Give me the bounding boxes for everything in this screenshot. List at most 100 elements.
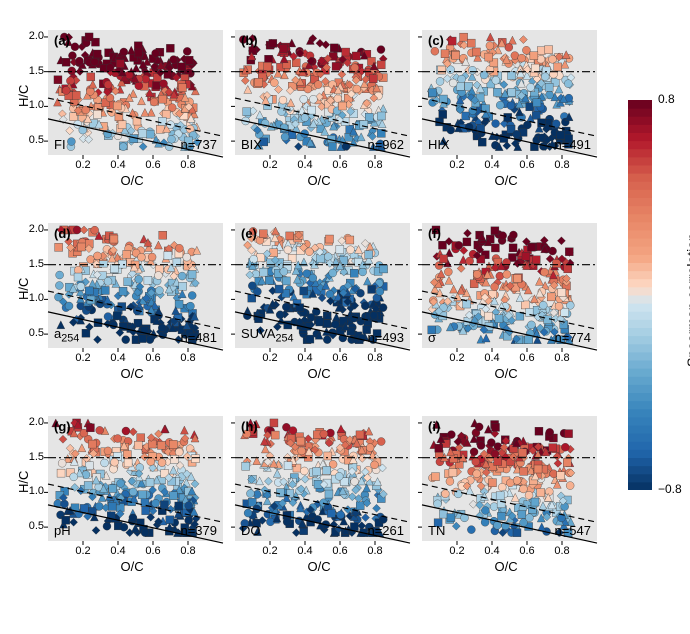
plot-area: 0.20.40.60.8(b)BIXn=962O/C [235,30,410,155]
scatter-panel: 0.20.40.60.8(i)TNn=547O/C [422,416,597,541]
x-tick-label: 0.2 [447,545,467,557]
y-axis-label: H/C [16,84,31,106]
x-tick-label: 0.8 [178,545,198,557]
y-tick-label: 2.0 [18,416,44,428]
x-axis-label: O/C [121,366,144,381]
y-tick-label: 1.5 [18,258,44,270]
x-tick-label: 0.2 [447,159,467,171]
panel-letter: (c) [428,33,444,48]
scatter-panel: 0.20.40.60.80.51.01.52.0(a)FIn=737O/CH/C [48,30,223,155]
y-tick-label: 0.5 [18,134,44,146]
panel-n-label: n=962 [367,137,404,152]
colorbar-max-label: 0.8 [658,92,675,106]
panel-n-label: n=261 [367,523,404,538]
plot-area: 0.20.40.60.8(h)DOn=261O/C [235,416,410,541]
x-tick-label: 0.2 [73,159,93,171]
x-axis-label: O/C [495,366,518,381]
x-axis-label: O/C [308,366,331,381]
panel-n-label: n=491 [554,137,591,152]
x-tick-label: 0.6 [330,159,350,171]
panel-n-label: n=481 [180,330,217,345]
x-tick-label: 0.8 [552,545,572,557]
plot-area: 0.20.40.60.80.51.01.52.0(g)pHn=379O/CH/C [48,416,223,541]
panel-variable-label: SUVA254 [241,326,294,345]
panel-letter: (f) [428,226,441,241]
panel-variable-label: a254 [54,326,79,345]
x-axis-label: O/C [121,173,144,188]
panel-letter: (e) [241,226,257,241]
scatter-panel: 0.20.40.60.80.51.01.52.0(g)pHn=379O/CH/C [48,416,223,541]
panel-n-label: n=493 [367,330,404,345]
y-axis-label: H/C [16,470,31,492]
x-tick-label: 0.2 [447,352,467,364]
scatter-panel: 0.20.40.60.8(h)DOn=261O/C [235,416,410,541]
x-tick-label: 0.8 [365,545,385,557]
x-tick-label: 0.4 [108,545,128,557]
x-tick-label: 0.6 [143,352,163,364]
x-tick-label: 0.8 [178,352,198,364]
x-tick-label: 0.2 [260,545,280,557]
colorbar-title: Spearman correlation [684,233,690,367]
x-axis-label: O/C [121,559,144,574]
y-tick-label: 2.0 [18,223,44,235]
panel-letter: (b) [241,33,258,48]
x-tick-label: 0.2 [260,159,280,171]
x-tick-label: 0.6 [330,352,350,364]
x-tick-label: 0.6 [330,545,350,557]
plot-area: 0.20.40.60.80.51.01.52.0(d)a254n=481O/CH… [48,223,223,348]
plot-area: 0.20.40.60.8(e)SUVA254n=493O/C [235,223,410,348]
panel-letter: (g) [54,419,71,434]
scatter-panel: 0.20.40.60.80.51.01.52.0(d)a254n=481O/CH… [48,223,223,348]
x-axis-label: O/C [495,173,518,188]
panel-letter: (d) [54,226,71,241]
x-tick-label: 0.2 [73,545,93,557]
x-axis-label: O/C [495,559,518,574]
colorbar-min-label: −0.8 [658,482,682,496]
plot-area: 0.20.40.60.8(c)HIXn=491O/C [422,30,597,155]
panel-variable-label: BIX [241,137,262,152]
x-tick-label: 0.4 [295,545,315,557]
panel-letter: (h) [241,419,258,434]
panel-variable-label: σ [428,330,436,345]
colorbar: 0.8−0.8Spearman correlation [628,100,652,490]
y-axis-label: H/C [16,277,31,299]
x-tick-label: 0.4 [295,352,315,364]
scatter-panel: 0.20.40.60.8(f)σn=774O/C [422,223,597,348]
y-tick-label: 2.0 [18,30,44,42]
panel-n-label: n=774 [554,330,591,345]
x-tick-label: 0.8 [178,159,198,171]
x-tick-label: 0.8 [552,159,572,171]
x-tick-label: 0.6 [143,545,163,557]
y-tick-label: 1.5 [18,451,44,463]
panel-letter: (a) [54,33,70,48]
panel-variable-label: HIX [428,137,450,152]
panel-n-label: n=737 [180,137,217,152]
panel-n-label: n=379 [180,523,217,538]
scatter-panel: 0.20.40.60.8(e)SUVA254n=493O/C [235,223,410,348]
panel-letter: (i) [428,419,440,434]
plot-area: 0.20.40.60.80.51.01.52.0(a)FIn=737O/CH/C [48,30,223,155]
panel-variable-label: DO [241,523,261,538]
y-tick-label: 1.5 [18,65,44,77]
x-tick-label: 0.8 [365,352,385,364]
x-tick-label: 0.4 [295,159,315,171]
x-tick-label: 0.4 [108,352,128,364]
panel-n-label: n=547 [554,523,591,538]
scatter-panel: 0.20.40.60.8(b)BIXn=962O/C [235,30,410,155]
x-tick-label: 0.4 [482,352,502,364]
x-tick-label: 0.4 [108,159,128,171]
x-tick-label: 0.4 [482,159,502,171]
x-tick-label: 0.6 [517,159,537,171]
y-tick-label: 0.5 [18,520,44,532]
plot-area: 0.20.40.60.8(f)σn=774O/C [422,223,597,348]
plot-area: 0.20.40.60.8(i)TNn=547O/C [422,416,597,541]
x-axis-label: O/C [308,559,331,574]
x-axis-label: O/C [308,173,331,188]
panel-variable-label: FI [54,137,66,152]
panel-variable-label: TN [428,523,445,538]
panel-variable-label: pH [54,523,71,538]
x-tick-label: 0.6 [517,545,537,557]
x-tick-label: 0.2 [73,352,93,364]
x-tick-label: 0.2 [260,352,280,364]
y-tick-label: 0.5 [18,327,44,339]
